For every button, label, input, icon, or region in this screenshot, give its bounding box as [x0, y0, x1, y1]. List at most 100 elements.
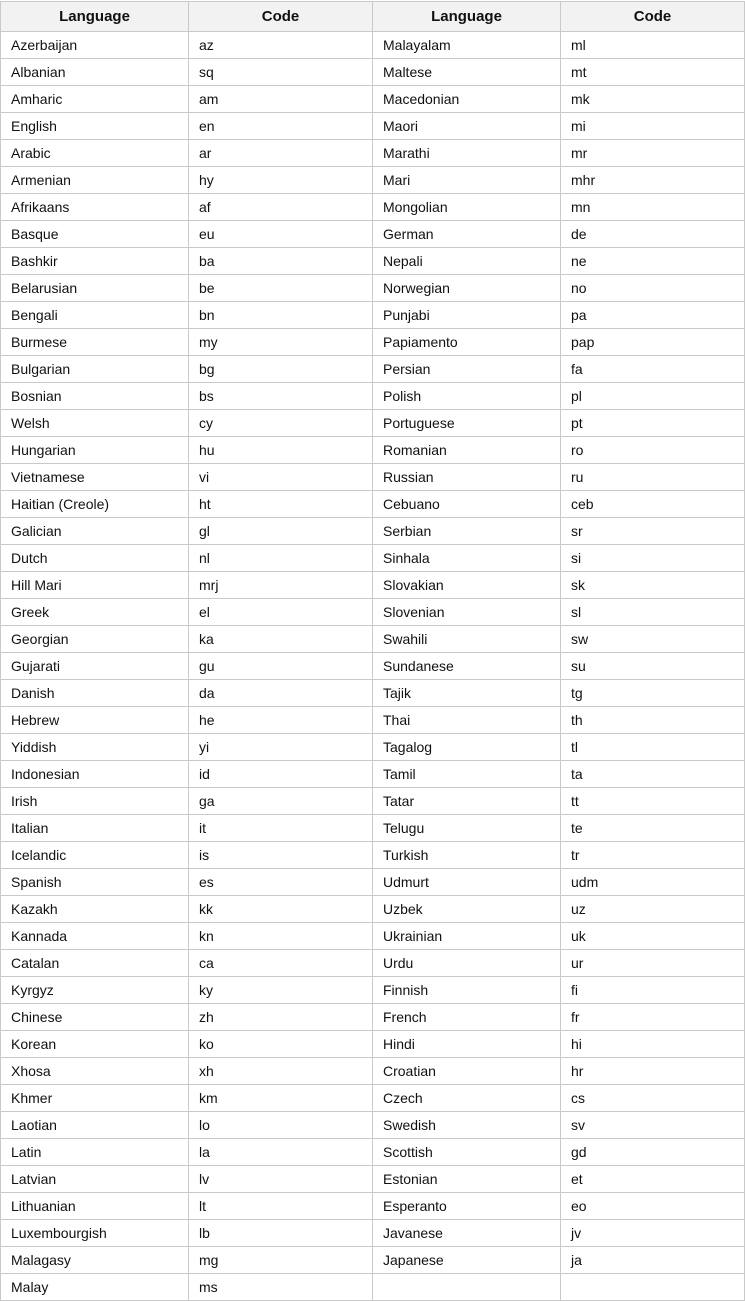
language-cell: Nepali	[372, 247, 561, 275]
table-row: Greek el Slovenian sl	[0, 598, 745, 626]
language-cell: Bengali	[0, 301, 189, 329]
language-cell: Papiamento	[372, 328, 561, 356]
code-cell: udm	[560, 868, 745, 896]
code-cell: sv	[560, 1111, 745, 1139]
language-cell: Uzbek	[372, 895, 561, 923]
language-cell: English	[0, 112, 189, 140]
code-cell: es	[188, 868, 373, 896]
table-row: Irish ga Tatar tt	[0, 787, 745, 815]
language-cell: Slovenian	[372, 598, 561, 626]
code-cell: sq	[188, 58, 373, 86]
code-cell: eu	[188, 220, 373, 248]
language-cell: Estonian	[372, 1165, 561, 1193]
language-cell: Mari	[372, 166, 561, 194]
code-cell: ceb	[560, 490, 745, 518]
code-cell: de	[560, 220, 745, 248]
code-cell: sr	[560, 517, 745, 545]
code-cell: xh	[188, 1057, 373, 1085]
table-row: Georgian ka Swahili sw	[0, 625, 745, 653]
code-cell: hr	[560, 1057, 745, 1085]
language-cell: Turkish	[372, 841, 561, 869]
language-cell: Indonesian	[0, 760, 189, 788]
header-code-2: Code	[560, 1, 745, 32]
language-cell: Cebuano	[372, 490, 561, 518]
table-row: Amharic am Macedonian mk	[0, 85, 745, 113]
code-cell: pap	[560, 328, 745, 356]
table-row: Bashkir ba Nepali ne	[0, 247, 745, 275]
language-cell: Chinese	[0, 1003, 189, 1031]
code-cell: mrj	[188, 571, 373, 599]
table-row: Spanish es Udmurt udm	[0, 868, 745, 896]
language-cell: Kazakh	[0, 895, 189, 923]
language-cell: Maori	[372, 112, 561, 140]
language-cell: Sinhala	[372, 544, 561, 572]
table-row: Belarusian be Norwegian no	[0, 274, 745, 302]
table-row: Latin la Scottish gd	[0, 1138, 745, 1166]
language-cell: Japanese	[372, 1246, 561, 1274]
table-row: Vietnamese vi Russian ru	[0, 463, 745, 491]
code-cell: mg	[188, 1246, 373, 1274]
language-cell: Danish	[0, 679, 189, 707]
code-cell: ga	[188, 787, 373, 815]
table-row: Latvian lv Estonian et	[0, 1165, 745, 1193]
code-cell: km	[188, 1084, 373, 1112]
code-cell: ba	[188, 247, 373, 275]
language-cell: Tagalog	[372, 733, 561, 761]
table-row: Burmese my Papiamento pap	[0, 328, 745, 356]
code-cell: uk	[560, 922, 745, 950]
table-row: Gujarati gu Sundanese su	[0, 652, 745, 680]
language-cell: Welsh	[0, 409, 189, 437]
language-cell: Georgian	[0, 625, 189, 653]
code-cell: yi	[188, 733, 373, 761]
code-cell: nl	[188, 544, 373, 572]
code-cell: ne	[560, 247, 745, 275]
code-cell: sk	[560, 571, 745, 599]
code-cell: en	[188, 112, 373, 140]
code-cell: pa	[560, 301, 745, 329]
code-cell: mi	[560, 112, 745, 140]
language-cell: Bosnian	[0, 382, 189, 410]
language-cell	[372, 1273, 561, 1301]
language-cell: Lithuanian	[0, 1192, 189, 1220]
code-cell: su	[560, 652, 745, 680]
table-row: Xhosa xh Croatian hr	[0, 1057, 745, 1085]
language-cell: Yiddish	[0, 733, 189, 761]
language-cell: Tamil	[372, 760, 561, 788]
language-cell: Luxembourgish	[0, 1219, 189, 1247]
table-row: Laotian lo Swedish sv	[0, 1111, 745, 1139]
code-cell: mr	[560, 139, 745, 167]
language-cell: French	[372, 1003, 561, 1031]
code-cell: da	[188, 679, 373, 707]
language-cell: Javanese	[372, 1219, 561, 1247]
language-cell: Burmese	[0, 328, 189, 356]
code-cell: bs	[188, 382, 373, 410]
table-row: Hebrew he Thai th	[0, 706, 745, 734]
code-cell: tl	[560, 733, 745, 761]
language-cell: Thai	[372, 706, 561, 734]
table-row: Indonesian id Tamil ta	[0, 760, 745, 788]
code-cell: ht	[188, 490, 373, 518]
table-row: Galician gl Serbian sr	[0, 517, 745, 545]
language-cell: Serbian	[372, 517, 561, 545]
language-cell: Khmer	[0, 1084, 189, 1112]
code-cell: az	[188, 31, 373, 59]
language-cell: Albanian	[0, 58, 189, 86]
language-cell: Ukrainian	[372, 922, 561, 950]
table-row: Basque eu German de	[0, 220, 745, 248]
table-row: Danish da Tajik tg	[0, 679, 745, 707]
language-cell: Slovakian	[372, 571, 561, 599]
code-cell: gl	[188, 517, 373, 545]
language-cell: Afrikaans	[0, 193, 189, 221]
language-cell: Bulgarian	[0, 355, 189, 383]
code-cell: vi	[188, 463, 373, 491]
code-cell: eo	[560, 1192, 745, 1220]
code-cell: ky	[188, 976, 373, 1004]
code-cell: la	[188, 1138, 373, 1166]
language-cell: Hindi	[372, 1030, 561, 1058]
code-cell: mhr	[560, 166, 745, 194]
table-row: Albanian sq Maltese mt	[0, 58, 745, 86]
language-cell: Galician	[0, 517, 189, 545]
code-cell: fr	[560, 1003, 745, 1031]
table-row: Afrikaans af Mongolian mn	[0, 193, 745, 221]
language-cell: Armenian	[0, 166, 189, 194]
